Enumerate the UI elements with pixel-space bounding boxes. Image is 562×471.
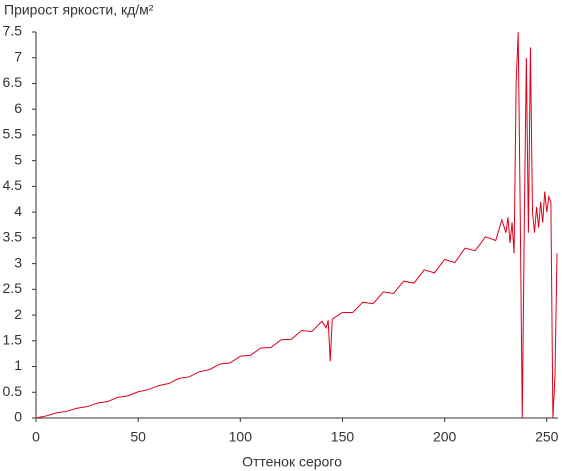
y-tick-label: 5 [14, 151, 22, 167]
y-tick-label: 2.5 [3, 280, 23, 296]
y-tick-label: 3 [14, 254, 22, 270]
x-tick-label: 0 [32, 429, 40, 445]
y-tick-label: 2 [14, 306, 22, 322]
y-tick-label: 4.5 [3, 177, 23, 193]
x-tick-label: 50 [130, 429, 146, 445]
x-tick-label: 150 [331, 429, 355, 445]
y-tick-label: 0 [14, 409, 22, 425]
y-tick-label: 6 [14, 100, 22, 116]
y-tick-label: 7 [14, 48, 22, 64]
x-tick-label: 200 [433, 429, 457, 445]
y-tick-label: 1 [14, 357, 22, 373]
y-tick-label: 1.5 [3, 332, 23, 348]
x-tick-label: 250 [535, 429, 559, 445]
y-tick-label: 7.5 [3, 23, 23, 39]
y-tick-label: 5.5 [3, 126, 23, 142]
data-line [35, 31, 558, 419]
y-tick-label: 4 [14, 203, 22, 219]
y-tick-label: 0.5 [3, 383, 23, 399]
chart-title: Прирост яркости, кд/м² [4, 2, 154, 18]
x-tick-label: 100 [229, 429, 253, 445]
y-tick-label: 6.5 [3, 74, 23, 90]
x-axis-label: Оттенок серого [242, 454, 342, 470]
y-tick-label: 3.5 [3, 229, 23, 245]
